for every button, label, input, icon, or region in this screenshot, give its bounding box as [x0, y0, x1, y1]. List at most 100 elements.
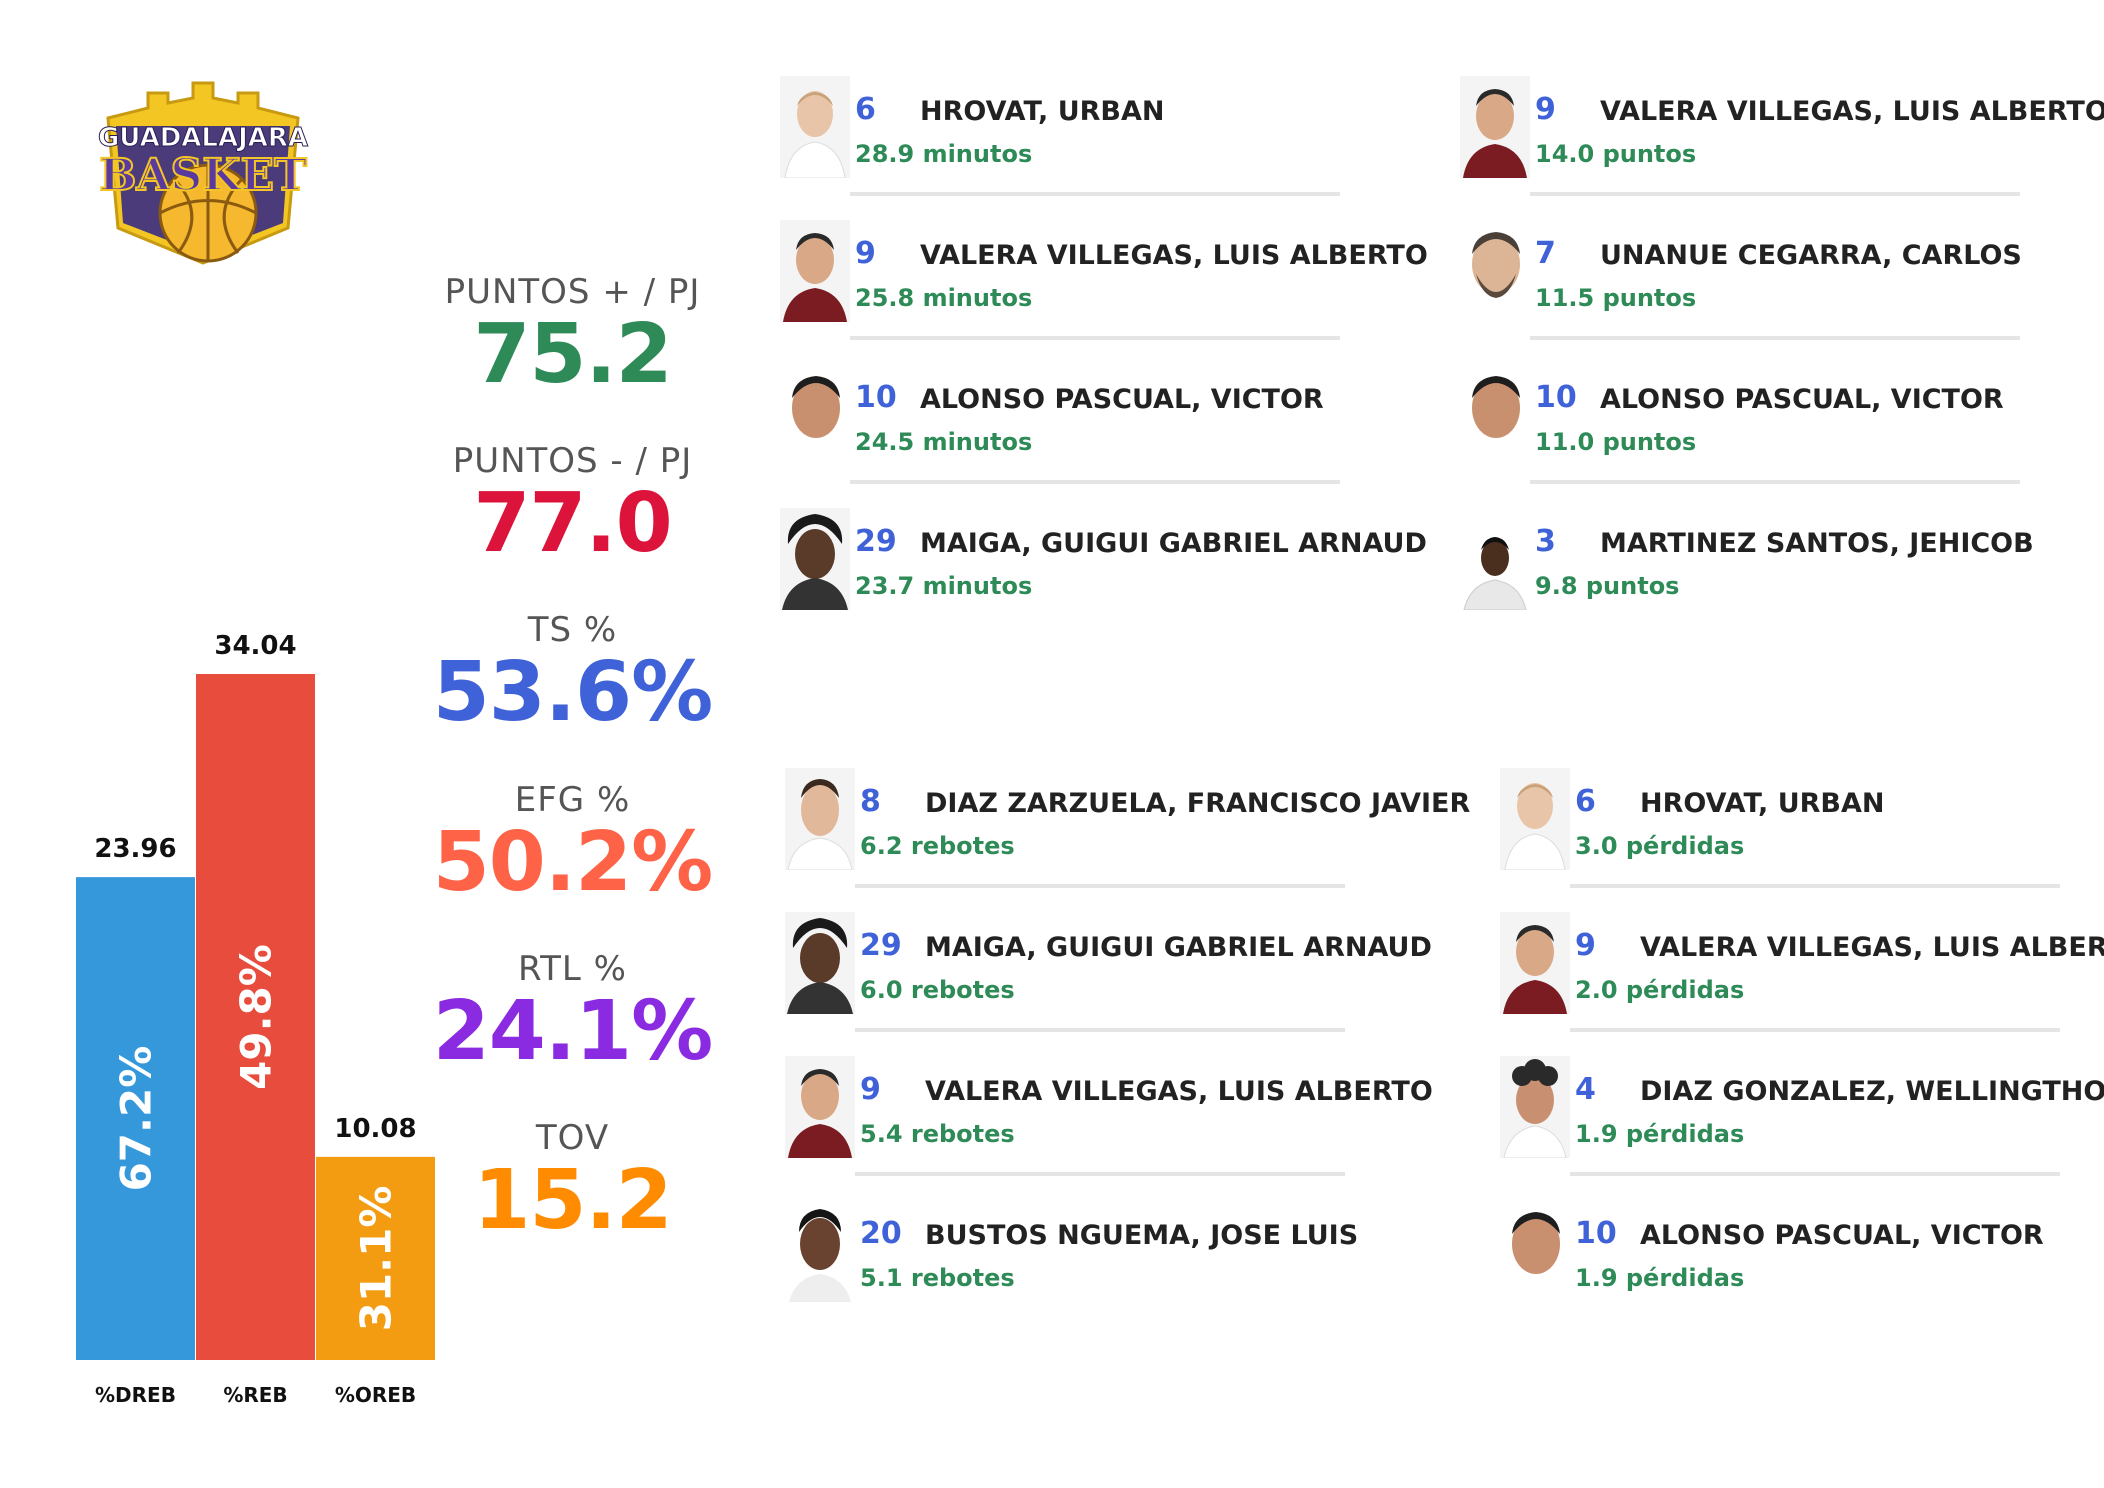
- kpi-label: EFG %: [514, 780, 631, 820]
- kpi-value: 53.6%: [432, 645, 713, 740]
- bar-dreb: [76, 877, 195, 1360]
- player-name: VALERA VILLEGAS, LUIS ALBERTO: [925, 1076, 1433, 1107]
- separator: [1570, 884, 2060, 888]
- bar-percent-label: 67.2%: [112, 1046, 161, 1192]
- player-number: 9: [1575, 928, 1596, 963]
- player-photo: [1460, 76, 1530, 178]
- player-number: 6: [1575, 784, 1596, 819]
- player-number: 9: [855, 236, 876, 271]
- bar-reb: [196, 674, 315, 1360]
- player-stat: 1.9 pérdidas: [1575, 1264, 1745, 1292]
- player-stat: 24.5 minutos: [855, 428, 1033, 456]
- player-photo: [1460, 508, 1530, 610]
- player-stat: 6.2 rebotes: [860, 832, 1015, 860]
- leader-card-minutos: 6 HROVAT, URBAN 28.9 minutos: [780, 76, 1440, 216]
- leader-card-rebotes: 20 BUSTOS NGUEMA, JOSE LUIS 5.1 rebotes: [785, 1200, 1445, 1340]
- bar-value-label: 23.96: [94, 834, 176, 864]
- player-name: MARTINEZ SANTOS, JEHICOB: [1600, 528, 2034, 559]
- player-number: 9: [860, 1072, 881, 1107]
- player-stat: 23.7 minutos: [855, 572, 1033, 600]
- player-photo: [785, 768, 855, 870]
- player-name: ALONSO PASCUAL, VICTOR: [1640, 1220, 2044, 1251]
- leader-card-perdidas: 4 DIAZ GONZALEZ, WELLINGTHON 1.9 pérdida…: [1500, 1056, 2104, 1196]
- logo-line2: BASKET: [99, 150, 307, 201]
- player-name: BUSTOS NGUEMA, JOSE LUIS: [925, 1220, 1359, 1251]
- leader-card-rebotes: 29 MAIGA, GUIGUI GABRIEL ARNAUD 6.0 rebo…: [785, 912, 1445, 1052]
- player-name: VALERA VILLEGAS, LUIS ALBERTO: [920, 240, 1428, 271]
- player-number: 4: [1575, 1072, 1596, 1107]
- team-logo: GUADALAJARA BASKET: [88, 78, 318, 268]
- bar-value-label: 34.04: [214, 631, 296, 661]
- separator: [1570, 1172, 2060, 1176]
- separator: [1530, 336, 2020, 340]
- kpi-puntos-favor: PUNTOS + / PJ 75.2: [430, 272, 715, 398]
- separator: [1570, 1028, 2060, 1032]
- kpi-label: RTL %: [518, 949, 627, 989]
- player-stat: 14.0 puntos: [1535, 140, 1697, 168]
- player-stat: 5.1 rebotes: [860, 1264, 1015, 1292]
- player-name: ALONSO PASCUAL, VICTOR: [1600, 384, 2004, 415]
- player-name: VALERA VILLEGAS, LUIS ALBERTO: [1600, 96, 2104, 127]
- player-number: 3: [1535, 524, 1556, 559]
- leader-card-puntos: 7 UNANUE CEGARRA, CARLOS 11.5 puntos: [1460, 220, 2104, 360]
- kpi-tov: TOV 15.2: [430, 1118, 715, 1244]
- player-stat: 25.8 minutos: [855, 284, 1033, 312]
- kpi-puntos-contra: PUNTOS - / PJ 77.0: [430, 441, 715, 567]
- player-photo: [780, 364, 850, 466]
- kpi-label: PUNTOS - / PJ: [452, 441, 693, 481]
- rebound-bar-chart: 23.96 67.2% %DREB 34.04 49.8% %REB 10.08 31.1%%…: [76, 631, 435, 1407]
- player-number: 10: [855, 380, 897, 415]
- player-photo: [785, 912, 855, 1014]
- kpi-value: 50.2%: [432, 815, 713, 910]
- separator: [1530, 480, 2020, 484]
- player-photo: [780, 220, 850, 322]
- player-number: 10: [1535, 380, 1577, 415]
- player-name: HROVAT, URBAN: [920, 96, 1165, 127]
- kpi-value: 77.0: [473, 476, 672, 571]
- kpi-label: PUNTOS + / PJ: [444, 272, 701, 312]
- category-label: %REB: [223, 1383, 287, 1407]
- player-photo: [1500, 912, 1570, 1014]
- kpi-ts-pct: TS % 53.6%: [430, 610, 715, 736]
- leader-card-rebotes: 9 VALERA VILLEGAS, LUIS ALBERTO 5.4 rebo…: [785, 1056, 1445, 1196]
- separator: [855, 1172, 1345, 1176]
- player-stat: 11.0 puntos: [1535, 428, 1697, 456]
- player-stat: 9.8 puntos: [1535, 572, 1680, 600]
- player-number: 9: [1535, 92, 1556, 127]
- kpi-rtl-pct: RTL % 24.1%: [430, 949, 715, 1075]
- player-name: DIAZ ZARZUELA, FRANCISCO JAVIER: [925, 788, 1471, 819]
- separator: [850, 192, 1340, 196]
- leader-card-minutos: 29 MAIGA, GUIGUI GABRIEL ARNAUD 23.7 min…: [780, 508, 1440, 648]
- player-name: DIAZ GONZALEZ, WELLINGTHON: [1640, 1076, 2104, 1107]
- leader-card-puntos: 3 MARTINEZ SANTOS, JEHICOB 9.8 puntos: [1460, 508, 2104, 648]
- player-photo: [1500, 1200, 1570, 1302]
- player-photo: [1460, 220, 1530, 322]
- player-stat: 6.0 rebotes: [860, 976, 1015, 1004]
- player-photo: [785, 1200, 855, 1302]
- player-stat: 11.5 puntos: [1535, 284, 1697, 312]
- player-stat: 2.0 pérdidas: [1575, 976, 1745, 1004]
- bar-value-label: 10.08: [334, 1114, 416, 1144]
- kpi-value: 75.2: [473, 307, 672, 402]
- leader-card-minutos: 9 VALERA VILLEGAS, LUIS ALBERTO 25.8 min…: [780, 220, 1440, 360]
- kpi-value: 24.1%: [432, 984, 713, 1079]
- bar-percent-label: 49.8%: [232, 944, 281, 1090]
- category-label: %DREB: [95, 1383, 176, 1407]
- leader-card-perdidas: 9 VALERA VILLEGAS, LUIS ALBERTO 2.0 pérd…: [1500, 912, 2104, 1052]
- bar-percent-label: 31.1%: [352, 1186, 401, 1332]
- separator: [855, 1028, 1345, 1032]
- player-name: MAIGA, GUIGUI GABRIEL ARNAUD: [925, 932, 1432, 963]
- separator: [1530, 192, 2020, 196]
- leader-card-rebotes: 8 DIAZ ZARZUELA, FRANCISCO JAVIER 6.2 re…: [785, 768, 1470, 908]
- kpi-efg-pct: EFG % 50.2%: [430, 780, 715, 906]
- player-stat: 5.4 rebotes: [860, 1120, 1015, 1148]
- player-number: 7: [1535, 236, 1556, 271]
- player-photo: [780, 508, 850, 610]
- separator: [850, 480, 1340, 484]
- player-photo: [780, 76, 850, 178]
- player-stat: 28.9 minutos: [855, 140, 1033, 168]
- leader-card-perdidas: 10 ALONSO PASCUAL, VICTOR 1.9 pérdidas: [1500, 1200, 2104, 1340]
- player-photo: [1500, 768, 1570, 870]
- player-number: 10: [1575, 1216, 1617, 1251]
- player-name: MAIGA, GUIGUI GABRIEL ARNAUD: [920, 528, 1427, 559]
